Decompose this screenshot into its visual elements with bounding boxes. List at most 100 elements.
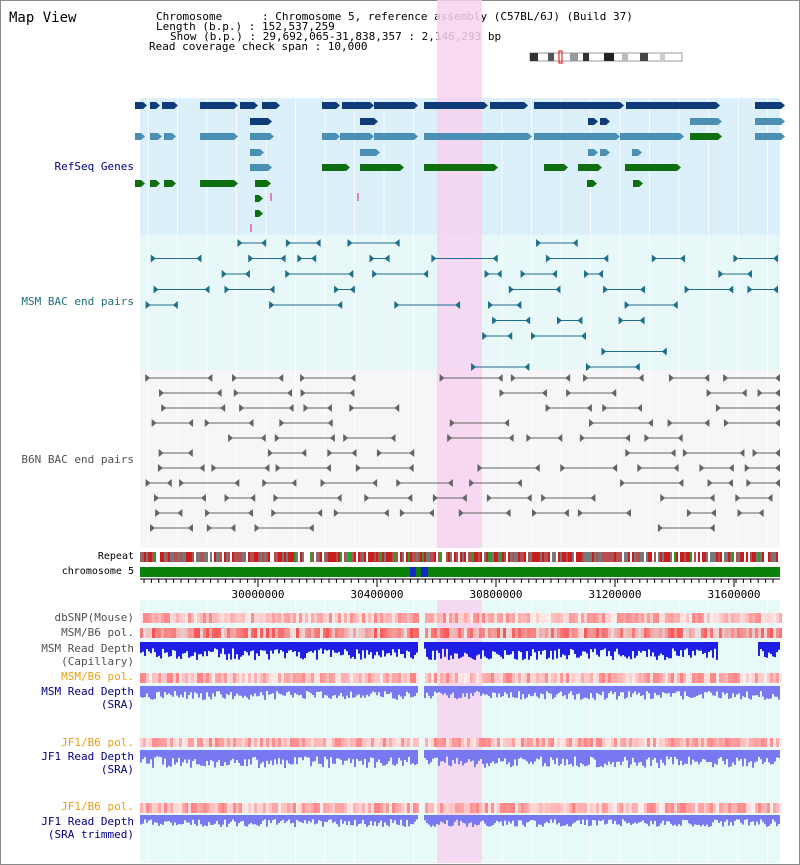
msm-depth-sra-bar (386, 686, 388, 695)
jf1-depth-trimmed-bar (470, 815, 472, 823)
msm-depth-sra-bar (200, 686, 202, 694)
repeat-mark (210, 552, 212, 562)
msm-depth-sra-bar (162, 686, 164, 699)
msm-depth-cap-bar (216, 642, 218, 650)
msm-depth-sra-bar (670, 686, 672, 697)
jf1-pol-strip (275, 738, 278, 747)
msm-depth-cap-bar (272, 642, 274, 654)
gene-feature (374, 133, 414, 140)
jf1-pol2-strip (278, 803, 281, 813)
msm-pol2-strip (506, 673, 509, 683)
msm-pol2-strip (695, 673, 698, 683)
msm-depth-cap-bar (534, 642, 536, 653)
jf1-depth-trimmed-bar (164, 815, 166, 822)
msm-depth-cap-bar (158, 642, 160, 656)
msm-depth-sra-bar (624, 686, 626, 699)
repeat-mark (748, 552, 750, 562)
jf1-depth-trimmed-bar (516, 815, 518, 827)
msm-pol-strip (596, 628, 599, 638)
jf1-depth-bar (366, 750, 368, 768)
jf1-depth-bar (476, 750, 478, 765)
jf1-pol-strip (704, 738, 707, 747)
msm-depth-sra-bar (608, 686, 610, 694)
repeat-mark (164, 552, 166, 562)
bac-end (394, 239, 400, 247)
jf1-depth-trimmed-bar (578, 815, 580, 821)
bac-end (159, 389, 165, 397)
bac-end (267, 449, 273, 457)
repeat-mark (334, 552, 336, 562)
jf1-depth-bar (698, 750, 700, 765)
msm-pol-strip (368, 628, 371, 638)
jf1-depth-bar (760, 750, 762, 760)
repeat-mark (202, 552, 204, 562)
jf1-pol2-strip (143, 803, 146, 813)
repeat-mark (594, 552, 596, 562)
jf1-pol2-strip (572, 803, 575, 813)
jf1-pol2-strip (755, 803, 758, 813)
msm-pol-strip (683, 628, 686, 638)
dbsnp-strip (695, 613, 698, 623)
msm-depth-cap-bar (440, 642, 442, 659)
bac-end (369, 254, 375, 263)
jf1-pol2-strip (239, 803, 242, 813)
msm-depth-sra-bar (152, 686, 154, 700)
msm-depth-cap-bar (300, 642, 302, 659)
dbsnp-strip (362, 613, 365, 623)
msm-pol-strip (227, 628, 230, 638)
msm-pol-strip (458, 628, 461, 638)
msm-pol-strip (272, 628, 275, 638)
bac-end (557, 316, 563, 325)
msm-pol-strip (464, 628, 467, 638)
jf1-pol-strip (236, 738, 239, 747)
msm-depth-cap-bar (664, 642, 666, 660)
msm-pol-strip (293, 628, 296, 638)
msm-pol-strip (761, 628, 764, 638)
dbsnp-strip (251, 613, 254, 623)
jf1-depth-bar (748, 750, 750, 763)
msm-pol2-strip (407, 673, 410, 683)
msm-pol-strip (161, 628, 164, 638)
jf1-depth-bar (258, 750, 260, 768)
dbsnp-strip (326, 613, 329, 623)
ideogram-band (622, 53, 628, 61)
msm-depth-sra-bar (374, 686, 376, 693)
msm-depth-cap-bar (540, 642, 542, 655)
msm-depth-cap-bar (616, 642, 618, 649)
jf1-depth-trimmed-bar (616, 815, 618, 825)
jf1-depth-trimmed-bar (284, 815, 286, 824)
msm-pol2-strip (227, 673, 230, 683)
jf1-depth-trimmed-bar (438, 815, 440, 825)
msm-pol-strip (641, 628, 644, 638)
jf1-depth-trimmed-bar (236, 815, 238, 827)
jf1-depth-trimmed-bar (626, 815, 628, 824)
jf1-depth-trimmed-bar (162, 815, 164, 825)
msm-pol2-strip (716, 673, 719, 683)
gene-arrow (158, 133, 162, 140)
jf1-pol2-strip (272, 803, 275, 813)
jf1-pol-strip (503, 738, 506, 747)
msm-pol2-strip (515, 673, 518, 683)
msm-depth-sra-bar (380, 686, 382, 697)
repeat-mark (384, 552, 386, 562)
msm-depth-sra-bar (596, 686, 598, 693)
bac-end (534, 464, 540, 472)
msm-depth-sra-bar (696, 686, 698, 696)
repeat-mark (258, 552, 260, 562)
msm-pol-strip (452, 628, 455, 638)
jf1-depth-trimmed-bar (354, 815, 356, 821)
repeat-mark (208, 552, 210, 562)
gene-feature (200, 133, 234, 140)
jf1-pol-strip (251, 738, 254, 747)
repeat-mark (750, 552, 752, 562)
jf1-pol-strip (143, 738, 146, 747)
msm-depth-cap-bar (258, 642, 260, 657)
jf1-depth-trimmed-bar (198, 815, 200, 820)
dbsnp-strip (425, 613, 428, 623)
bac-end (707, 479, 713, 487)
msm-depth-sra-bar (644, 686, 646, 700)
msm-pol-strip (701, 628, 704, 638)
bac-end (775, 419, 780, 427)
bac-end (394, 404, 400, 412)
